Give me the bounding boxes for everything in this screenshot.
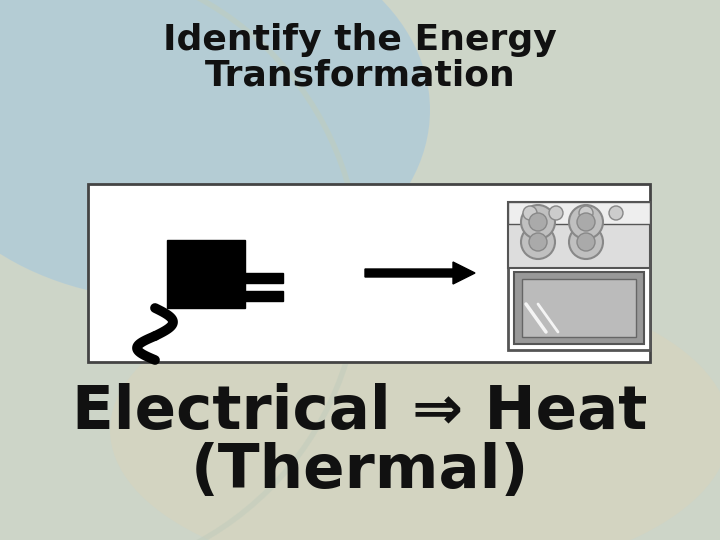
Circle shape <box>569 205 603 239</box>
Text: Transformation: Transformation <box>204 58 516 92</box>
Circle shape <box>549 206 563 220</box>
Bar <box>522 279 636 337</box>
Bar <box>508 202 650 224</box>
Text: (Thermal): (Thermal) <box>191 442 529 502</box>
Circle shape <box>577 233 595 251</box>
Text: Identify the Energy: Identify the Energy <box>163 23 557 57</box>
Text: Electrical ⇒ Heat: Electrical ⇒ Heat <box>72 382 648 442</box>
Circle shape <box>523 206 537 220</box>
Bar <box>508 202 650 350</box>
Bar <box>245 291 283 301</box>
Circle shape <box>529 233 547 251</box>
FancyArrow shape <box>365 262 475 284</box>
Bar <box>508 202 650 268</box>
Bar <box>245 273 283 283</box>
Circle shape <box>521 225 555 259</box>
Circle shape <box>579 206 593 220</box>
Bar <box>167 240 245 308</box>
Circle shape <box>609 206 623 220</box>
Circle shape <box>521 205 555 239</box>
Ellipse shape <box>0 0 430 300</box>
Ellipse shape <box>110 280 720 540</box>
Circle shape <box>529 213 547 231</box>
Circle shape <box>577 213 595 231</box>
Bar <box>88 184 650 362</box>
Circle shape <box>569 225 603 259</box>
Bar <box>514 272 644 344</box>
